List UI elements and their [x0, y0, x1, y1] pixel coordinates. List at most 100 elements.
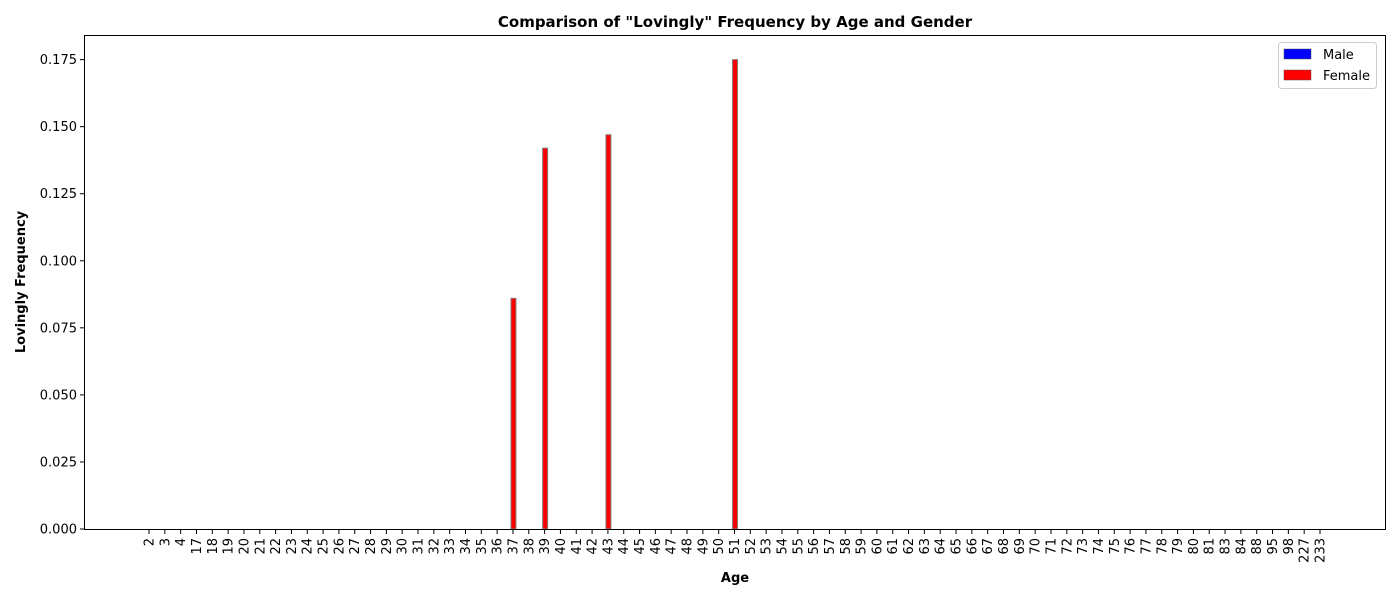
x-axis-label: Age — [721, 571, 749, 586]
legend-label-male: Male — [1323, 48, 1354, 63]
x-tick-label: 21 — [253, 538, 268, 555]
x-tick-label: 70 — [1029, 538, 1044, 555]
x-tick-label: 81 — [1203, 538, 1218, 555]
legend-swatch-female — [1283, 69, 1312, 81]
x-tick-label: 20 — [237, 538, 252, 555]
x-tick-label: 25 — [317, 538, 332, 555]
y-tick-label: 0.150 — [40, 120, 77, 135]
x-tick-label: 68 — [997, 538, 1012, 555]
x-tick-label: 17 — [190, 538, 205, 555]
x-tick-label: 49 — [696, 538, 711, 555]
x-tick-label: 227 — [1298, 538, 1313, 563]
x-tick-label: 45 — [633, 538, 648, 555]
x-tick-label: 56 — [807, 538, 822, 555]
y-tick-label: 0.000 — [40, 523, 77, 538]
bars-layer — [510, 59, 738, 530]
x-tick-label: 22 — [269, 538, 284, 555]
x-tick-label: 74 — [1092, 538, 1107, 555]
x-tick-label: 63 — [918, 538, 933, 555]
x-tick-label: 36 — [491, 538, 506, 555]
x-tick-label: 2 — [143, 538, 158, 546]
x-tick-label: 4 — [174, 538, 189, 546]
x-tick-label: 3 — [158, 538, 173, 546]
x-tick-label: 27 — [348, 538, 363, 555]
x-tick-label: 54 — [775, 538, 790, 555]
x-tick-label: 29 — [380, 538, 395, 555]
x-tick-label: 66 — [965, 538, 980, 555]
x-tick-label: 71 — [1044, 538, 1059, 555]
legend-label-female: Female — [1323, 69, 1370, 84]
x-tick-label: 84 — [1234, 538, 1249, 555]
x-tick-label: 78 — [1155, 538, 1170, 555]
x-tick-label: 31 — [412, 538, 427, 555]
x-tick-label: 47 — [665, 538, 680, 555]
x-tick-label: 52 — [744, 538, 759, 555]
x-tick-label: 30 — [396, 538, 411, 555]
x-tick-label: 35 — [475, 538, 490, 555]
x-tick-label: 39 — [538, 538, 553, 555]
x-tick-label: 57 — [823, 538, 838, 555]
x-tick-label: 58 — [839, 538, 854, 555]
y-tick-label: 0.025 — [40, 455, 77, 470]
x-tick-label: 40 — [554, 538, 569, 555]
x-tick-label: 233 — [1314, 538, 1329, 563]
x-tick-label: 72 — [1060, 538, 1075, 555]
x-tick-label: 28 — [364, 538, 379, 555]
y-tick-label: 0.075 — [40, 321, 77, 336]
x-tick-label: 32 — [427, 538, 442, 555]
x-tick-label: 88 — [1250, 538, 1265, 555]
x-axis-ticks: 2 3 4 17 18 19 20 21 22 23 24 25 26 27 28 29 30 31 32 33 34 3… — [143, 529, 1329, 563]
x-tick-label: 83 — [1219, 538, 1234, 555]
x-tick-label: 44 — [617, 538, 632, 555]
y-tick-label: 0.100 — [40, 254, 77, 269]
x-tick-label: 34 — [459, 538, 474, 555]
x-tick-label: 26 — [332, 538, 347, 555]
bar-female-age-43 — [605, 134, 612, 530]
x-tick-label: 24 — [301, 538, 316, 555]
x-tick-label: 67 — [981, 538, 996, 555]
x-tick-label: 79 — [1171, 538, 1186, 555]
y-tick-label: 0.175 — [40, 53, 77, 68]
x-tick-label: 59 — [855, 538, 870, 555]
x-tick-label: 46 — [649, 538, 664, 555]
x-tick-label: 38 — [522, 538, 537, 555]
x-tick-label: 43 — [601, 538, 616, 555]
x-tick-label: 77 — [1139, 538, 1154, 555]
x-tick-label: 62 — [902, 538, 917, 555]
x-tick-label: 51 — [728, 538, 743, 555]
x-tick-label: 50 — [712, 538, 727, 555]
x-tick-label: 69 — [1013, 538, 1028, 555]
x-tick-label: 65 — [950, 538, 965, 555]
x-tick-label: 61 — [886, 538, 901, 555]
y-tick-label: 0.125 — [40, 187, 77, 202]
bar-female-age-37 — [510, 297, 517, 530]
y-axis-ticks: 0.000 0.025 0.050 0.075 0.100 0.125 0.150 0.175 — [40, 53, 85, 538]
x-tick-label: 55 — [791, 538, 806, 555]
x-tick-label: 98 — [1282, 538, 1297, 555]
bar-female-age-39 — [542, 147, 549, 530]
x-tick-label: 19 — [222, 538, 237, 555]
x-tick-label: 95 — [1266, 538, 1281, 555]
plot-frame — [84, 35, 1386, 530]
chart-title: Comparison of "Lovingly" Frequency by Ag… — [498, 13, 973, 31]
x-tick-label: 75 — [1108, 538, 1123, 555]
x-tick-label: 53 — [760, 538, 775, 555]
legend: Male Female — [1278, 42, 1377, 89]
x-tick-label: 37 — [506, 538, 521, 555]
x-tick-label: 42 — [586, 538, 601, 555]
bar-female-age-51 — [732, 59, 738, 530]
x-tick-label: 41 — [570, 538, 585, 555]
x-tick-label: 18 — [206, 538, 221, 555]
x-tick-label: 48 — [681, 538, 696, 555]
y-axis-label: Lovingly Frequency — [14, 210, 29, 353]
x-tick-label: 73 — [1076, 538, 1091, 555]
x-tick-label: 60 — [870, 538, 885, 555]
x-tick-label: 23 — [285, 538, 300, 555]
y-tick-label: 0.050 — [40, 388, 77, 403]
x-tick-label: 64 — [934, 538, 949, 555]
x-tick-label: 76 — [1124, 538, 1139, 555]
x-tick-label: 33 — [443, 538, 458, 555]
x-tick-label: 80 — [1187, 538, 1202, 555]
